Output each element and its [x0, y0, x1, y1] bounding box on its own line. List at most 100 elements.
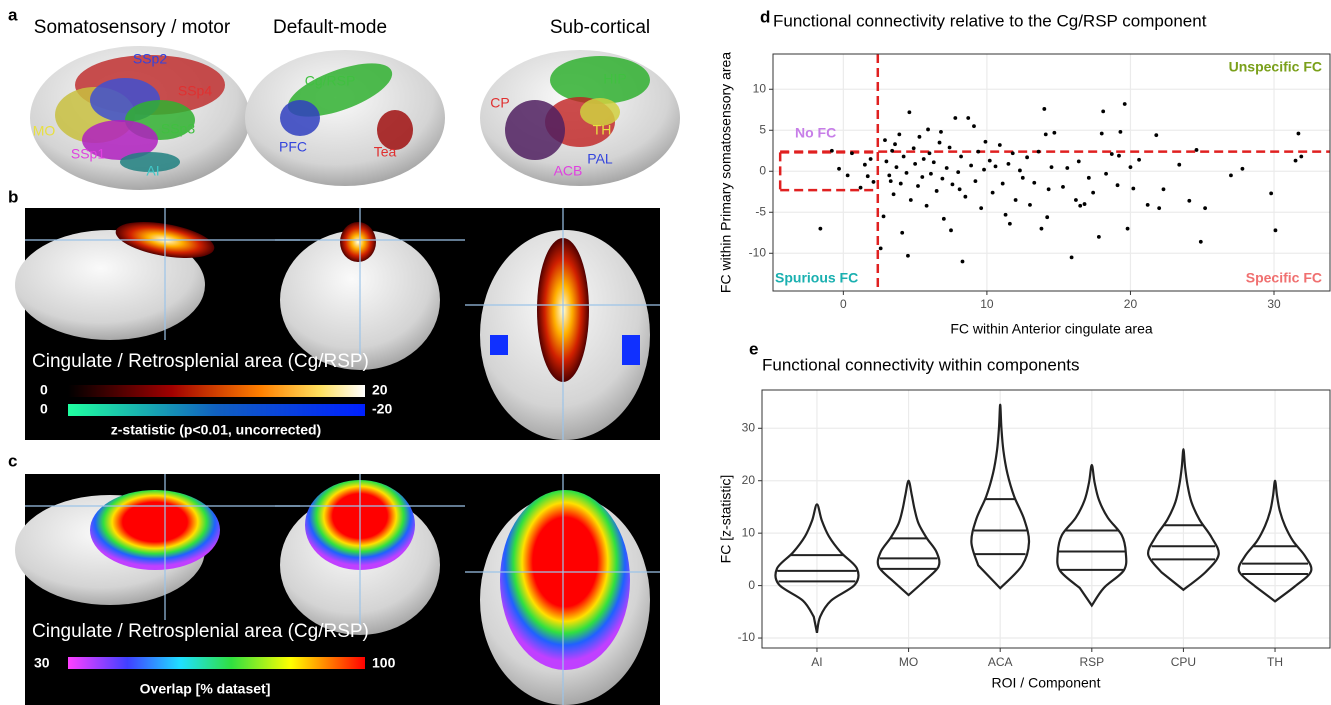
point — [1128, 165, 1133, 170]
point — [931, 160, 936, 165]
point — [917, 134, 922, 139]
colorbar-title: Overlap [% dataset] — [140, 681, 271, 697]
panel-label: d — [760, 7, 770, 26]
point — [1078, 203, 1083, 208]
region-blob — [377, 110, 413, 150]
point — [1032, 180, 1037, 185]
point — [1229, 173, 1233, 178]
point — [963, 194, 968, 199]
region-blob — [287, 63, 393, 117]
point — [1006, 161, 1011, 166]
x-tick-label: ACA — [988, 655, 1013, 669]
point — [966, 116, 971, 120]
annotation: Spurious FC — [775, 270, 858, 286]
point — [900, 230, 905, 235]
colorbar-label: 0 — [40, 401, 48, 417]
point — [921, 157, 926, 161]
panel-title: Default-mode — [273, 17, 387, 38]
panel-title: Sub-cortical — [550, 17, 650, 38]
point — [1049, 165, 1054, 170]
point — [881, 214, 886, 219]
point — [1296, 131, 1301, 136]
region-label: SSp1 — [71, 146, 105, 162]
caption: Cingulate / Retrosplenial area (Cg/RSP) — [32, 621, 369, 642]
point — [1145, 202, 1150, 207]
colorbar — [68, 404, 365, 416]
point — [1118, 130, 1123, 134]
region-blob — [82, 120, 158, 160]
point — [906, 253, 910, 258]
region-label: SSp4 — [178, 83, 212, 99]
colorbar-label: 20 — [372, 382, 388, 398]
x-axis-label: FC within Anterior cingulate area — [950, 321, 1153, 337]
crosshairs — [25, 474, 660, 705]
point — [924, 203, 929, 208]
point — [1065, 166, 1070, 170]
point — [913, 161, 918, 166]
activation — [622, 335, 640, 365]
point — [1099, 131, 1104, 136]
point — [1131, 186, 1136, 191]
point — [1293, 158, 1298, 163]
point — [871, 180, 876, 184]
point — [1104, 171, 1108, 176]
x-tick-label: MO — [899, 655, 918, 669]
point — [953, 116, 958, 120]
y-tick-label: -5 — [755, 204, 766, 218]
violin — [1237, 479, 1313, 603]
caption: Cingulate / Retrosplenial area (Cg/RSP) — [32, 351, 369, 372]
chart-title: Functional connectivity relative to the … — [773, 11, 1207, 30]
point — [1069, 255, 1074, 260]
point — [1010, 151, 1015, 156]
colorbar-label: -20 — [372, 401, 392, 417]
point — [858, 185, 863, 190]
point — [929, 171, 933, 176]
point — [891, 192, 896, 197]
point — [890, 148, 895, 153]
overlap — [90, 490, 220, 570]
point — [1161, 187, 1166, 192]
region-blob — [280, 100, 320, 136]
point — [837, 166, 841, 171]
panel-label: a — [8, 5, 18, 24]
point — [1187, 198, 1192, 203]
point — [937, 140, 942, 145]
point — [1269, 191, 1274, 196]
colorbar-label: 30 — [34, 655, 50, 671]
violin — [774, 503, 860, 634]
point — [1086, 175, 1091, 180]
point — [883, 138, 887, 143]
point — [845, 173, 850, 178]
point — [901, 154, 906, 159]
point — [1194, 148, 1199, 152]
point — [1074, 198, 1078, 202]
point — [990, 190, 995, 195]
region-label: Tea — [374, 144, 397, 160]
crosshairs — [25, 208, 660, 440]
y-tick-label: 10 — [742, 525, 756, 539]
brain — [15, 230, 205, 340]
region-label: HIP — [603, 71, 626, 87]
point — [1299, 154, 1304, 159]
point — [969, 163, 974, 168]
point — [949, 228, 953, 233]
point — [973, 179, 978, 184]
x-tick-label: RSP — [1079, 655, 1104, 669]
point — [1154, 133, 1159, 138]
point — [1025, 155, 1029, 160]
point — [1042, 107, 1047, 111]
point — [1007, 221, 1012, 226]
point — [1076, 159, 1081, 164]
point — [983, 139, 988, 144]
point — [944, 166, 949, 170]
point — [1000, 181, 1005, 186]
colorbar-label: 100 — [372, 655, 396, 671]
region-label: SSp2 — [133, 51, 167, 67]
point — [957, 187, 962, 192]
point — [862, 162, 867, 167]
activation — [340, 222, 376, 262]
point — [979, 206, 984, 211]
point — [1117, 153, 1121, 158]
